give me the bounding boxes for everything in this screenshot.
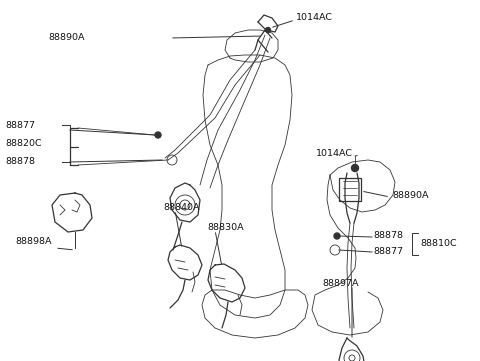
Circle shape <box>155 132 161 138</box>
Text: 88890A: 88890A <box>392 191 429 200</box>
Circle shape <box>265 27 271 32</box>
Text: 88820C: 88820C <box>5 139 42 148</box>
Circle shape <box>334 233 340 239</box>
Text: 88830A: 88830A <box>207 223 244 232</box>
Text: 88878: 88878 <box>5 157 35 166</box>
Text: 88810C: 88810C <box>420 239 456 248</box>
Text: 88890A: 88890A <box>48 34 84 43</box>
Text: 88877: 88877 <box>5 121 35 130</box>
Text: 88878: 88878 <box>373 231 403 239</box>
Text: 88897A: 88897A <box>322 278 359 287</box>
Text: 88840A: 88840A <box>163 204 200 213</box>
Text: 88877: 88877 <box>373 248 403 257</box>
Circle shape <box>351 165 359 171</box>
Text: 1014AC: 1014AC <box>316 148 353 157</box>
Text: 88898A: 88898A <box>15 238 51 247</box>
Text: 1014AC: 1014AC <box>296 13 333 22</box>
